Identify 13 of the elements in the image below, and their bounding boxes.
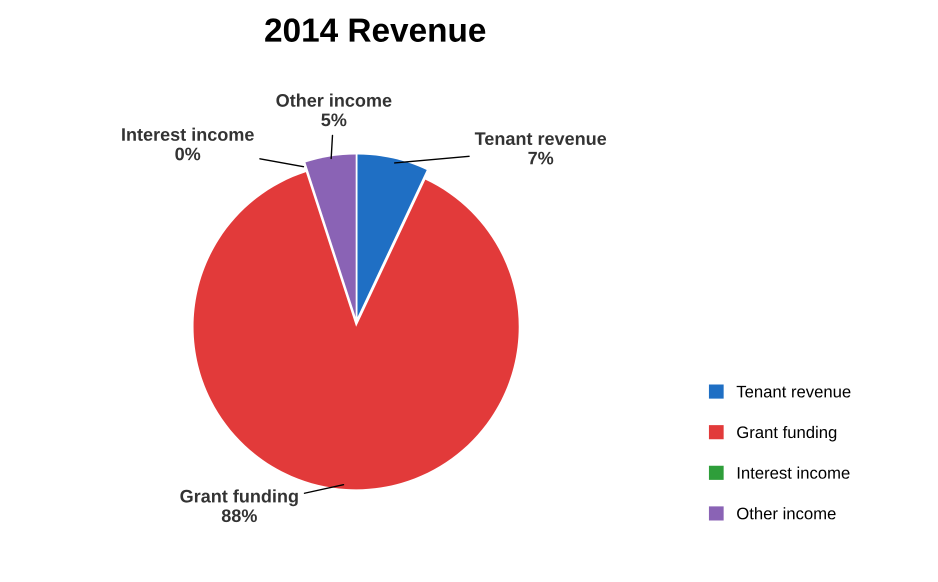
slice-label: Grant funding	[180, 489, 298, 506]
slice-label: Tenant revenue	[474, 132, 606, 146]
category-label: Interest income	[122, 128, 254, 141]
data-label: 5%	[321, 114, 346, 126]
legend-label: Grant funding	[737, 426, 836, 442]
chart-title: 2014 Revenue	[265, 18, 486, 42]
legend-label: Interest income	[738, 466, 850, 479]
legend-label: Tenant revenue	[736, 386, 850, 398]
legend-label: Other income	[737, 507, 836, 520]
data-label: 7%	[528, 152, 554, 164]
text: 0%	[175, 148, 200, 160]
slice-label: Other income	[276, 94, 392, 107]
data-label: 88%	[222, 509, 257, 522]
